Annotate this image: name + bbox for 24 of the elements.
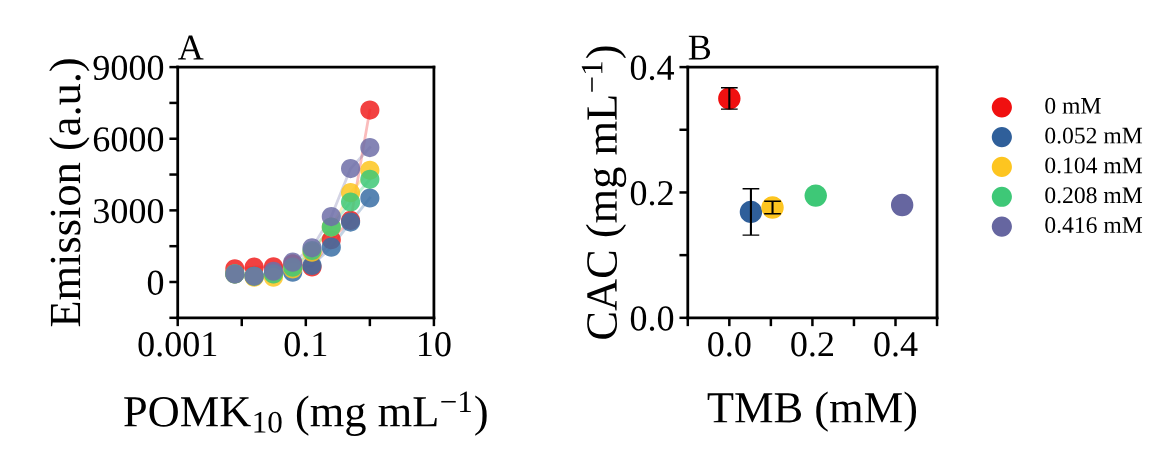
x-axis-title: POMK$_{10}$ (mg mL$^{−1}$)	[124, 391, 487, 436]
x-axis-title: TMB (mM)	[707, 391, 917, 432]
legend-label: 0 mM	[1045, 97, 1101, 114]
y-tick-label: 9000	[93, 55, 164, 80]
chart-title: B	[688, 35, 711, 60]
x-tick-label: 0.0	[708, 332, 751, 357]
x-tick-label: 0.001	[138, 332, 217, 357]
x-tick-label: 0.2	[791, 332, 833, 357]
y-tick-label: 0	[147, 270, 164, 295]
y-tick-label: 0.2	[630, 180, 673, 206]
y-tick-label: 0.4	[630, 55, 675, 81]
y-tick-label: 3000	[94, 198, 164, 224]
x-tick-label: 0.4	[874, 332, 918, 357]
y-axis-title: Emission (a.u.)	[49, 59, 90, 327]
legend-label: 0.052 mM	[1045, 127, 1143, 144]
legend-label: 0.208 mM	[1045, 187, 1143, 204]
x-tick-label: 0.1	[284, 332, 327, 357]
x-tick-label: 10	[419, 332, 451, 357]
y-tick-label: 0.0	[630, 306, 674, 331]
chart-title: A	[178, 35, 204, 60]
y-axis-title: CAC (mg mL$^{−1}$)	[581, 46, 627, 339]
legend-label: 0.416 mM	[1045, 217, 1143, 234]
legend-label: 0.104 mM	[1045, 157, 1143, 174]
y-tick-label: 6000	[93, 127, 164, 152]
